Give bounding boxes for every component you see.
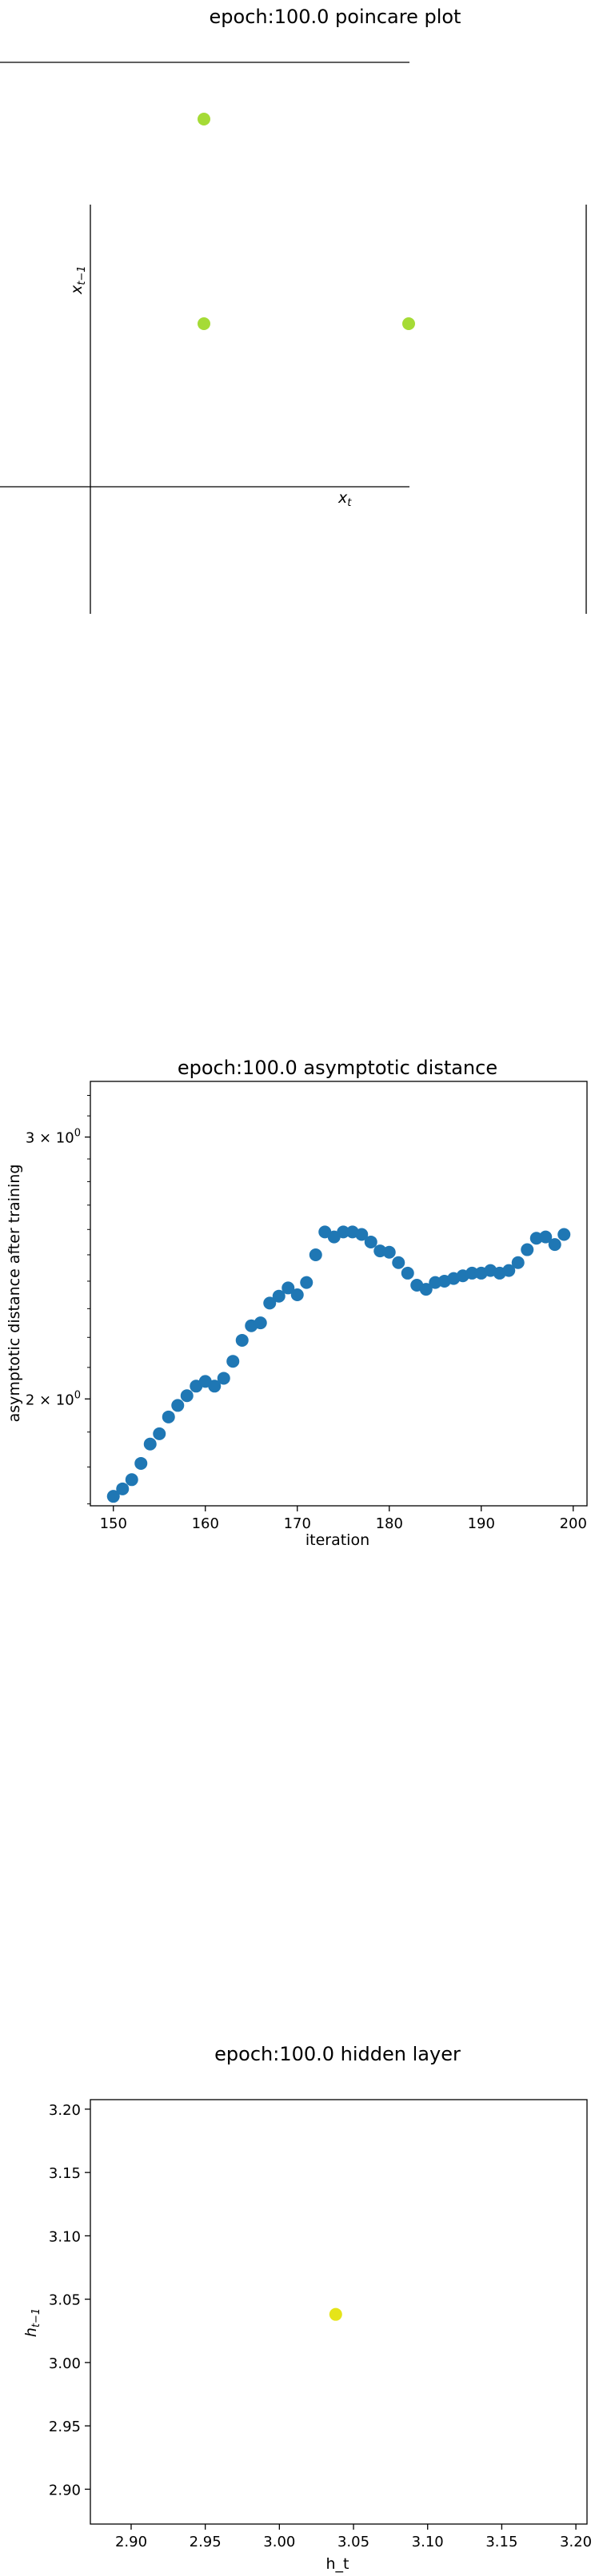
hidden-xtick-label-2: 3.00 — [263, 2534, 295, 2550]
asymptotic-xtick-label-3: 180 — [376, 1515, 403, 1532]
asymptotic-point-1 — [116, 1482, 130, 1495]
asymptotic-point-19 — [282, 1281, 295, 1295]
asymptotic-point-47 — [539, 1230, 553, 1244]
hidden-ytick-label-5: 2.95 — [49, 2419, 81, 2435]
poincare-point-2 — [402, 317, 415, 330]
asymptotic-points — [106, 1225, 571, 1503]
asymptotic-point-0 — [106, 1490, 120, 1503]
asymptotic-point-3 — [134, 1456, 148, 1470]
asymptotic-point-28 — [364, 1235, 377, 1248]
hidden-xtick-label-4: 3.10 — [412, 2534, 444, 2550]
asymptotic-xlabel: iteration — [305, 1531, 369, 1549]
asymptotic-ytick-label-1: 2 × 100 — [26, 1389, 81, 1408]
hidden-xtick-label-0: 2.90 — [115, 2534, 147, 2550]
hidden-ytick-label-6: 2.90 — [49, 2482, 81, 2498]
asymptotic-xtick-label-0: 150 — [100, 1515, 127, 1532]
asymptotic-point-4 — [143, 1437, 157, 1451]
asymptotic-point-7 — [171, 1399, 185, 1412]
poincare-point-0 — [198, 113, 210, 125]
hidden-xlabel: h_t — [326, 2555, 349, 2573]
hidden-ytick-label-2: 3.10 — [49, 2228, 81, 2245]
poincare-point-1 — [198, 317, 210, 330]
hidden-layer-chart: epoch:100.0 hidden layer 2.90 2.95 3.00 3.0… — [22, 2046, 592, 2573]
hidden-xticks: 2.90 2.95 3.00 3.05 3.10 3.15 3.20 — [115, 2524, 592, 2550]
hidden-yticks: 3.20 3.15 3.10 3.05 3.00 2.95 2.90 — [49, 2102, 90, 2498]
asymptotic-point-25 — [337, 1225, 350, 1239]
hidden-xtick-label-5: 3.15 — [485, 2534, 517, 2550]
asymptotic-point-13 — [226, 1355, 240, 1368]
asymptotic-axes-frame — [90, 1081, 588, 1507]
asymptotic-xtick-label-5: 200 — [560, 1515, 587, 1532]
asymptotic-title: epoch:100.0 asymptotic distance — [178, 1057, 497, 1079]
hidden-points — [329, 2307, 342, 2321]
asymptotic-yticks: 3 × 100 2 × 100 — [26, 1094, 90, 1505]
asymptotic-point-17 — [263, 1296, 277, 1310]
asymptotic-xtick-label-4: 190 — [468, 1515, 495, 1532]
asymptotic-distance-chart: epoch:100.0 asymptotic distance 150 160 17… — [6, 1057, 588, 1549]
asymptotic-point-48 — [548, 1238, 561, 1252]
poincare-xlabel: xt — [337, 489, 352, 509]
hidden-xtick-label-1: 2.95 — [190, 2534, 222, 2550]
asymptotic-point-31 — [392, 1256, 405, 1269]
hidden-xtick-label-3: 3.05 — [337, 2534, 369, 2550]
asymptotic-point-6 — [162, 1410, 175, 1423]
asymptotic-point-11 — [208, 1380, 222, 1393]
hidden-ylabel: ht−1 — [22, 2308, 42, 2337]
poincare-ylabel: xt−1 — [68, 265, 88, 295]
asymptotic-point-43 — [502, 1264, 516, 1277]
asymptotic-point-2 — [125, 1473, 138, 1487]
asymptotic-point-14 — [235, 1333, 249, 1347]
asymptotic-point-22 — [309, 1248, 322, 1261]
asymptotic-point-20 — [290, 1288, 304, 1301]
hidden-ytick-label-1: 3.15 — [49, 2165, 81, 2182]
asymptotic-point-16 — [254, 1316, 267, 1330]
asymptotic-ylabel: asymptotic distance after training — [6, 1165, 23, 1423]
asymptotic-ytick-label-0: 3 × 100 — [26, 1128, 81, 1147]
asymptotic-point-21 — [300, 1276, 313, 1289]
hidden-title: epoch:100.0 hidden layer — [214, 2046, 461, 2065]
asymptotic-point-12 — [217, 1372, 230, 1385]
asymptotic-point-45 — [521, 1243, 534, 1256]
poincare-title: epoch:100.0 poincare plot — [210, 6, 461, 28]
hidden-ytick-label-4: 3.00 — [49, 2355, 81, 2372]
asymptotic-point-34 — [419, 1283, 433, 1296]
asymptotic-point-32 — [401, 1266, 414, 1280]
hidden-axes-frame — [90, 2099, 588, 2525]
asymptotic-point-5 — [153, 1427, 166, 1440]
asymptotic-point-30 — [382, 1245, 396, 1259]
hidden-ytick-label-3: 3.05 — [49, 2292, 81, 2309]
poincare-points — [198, 113, 415, 330]
asymptotic-point-49 — [557, 1228, 571, 1241]
poincare-chart: epoch:100.0 poincare plot xt xt−1 — [0, 6, 587, 614]
hidden-xtick-label-6: 3.20 — [560, 2534, 592, 2550]
asymptotic-xtick-label-1: 160 — [192, 1515, 219, 1532]
hidden-ytick-label-0: 3.20 — [49, 2102, 81, 2119]
hidden-point-0 — [329, 2307, 342, 2321]
asymptotic-point-18 — [272, 1289, 286, 1303]
asymptotic-point-8 — [180, 1389, 194, 1403]
asymptotic-xtick-label-2: 170 — [284, 1515, 311, 1532]
asymptotic-point-39 — [465, 1266, 479, 1280]
asymptotic-xticks: 150 160 170 180 190 200 — [100, 1506, 587, 1532]
asymptotic-point-44 — [511, 1256, 525, 1269]
asymptotic-point-27 — [355, 1228, 369, 1241]
